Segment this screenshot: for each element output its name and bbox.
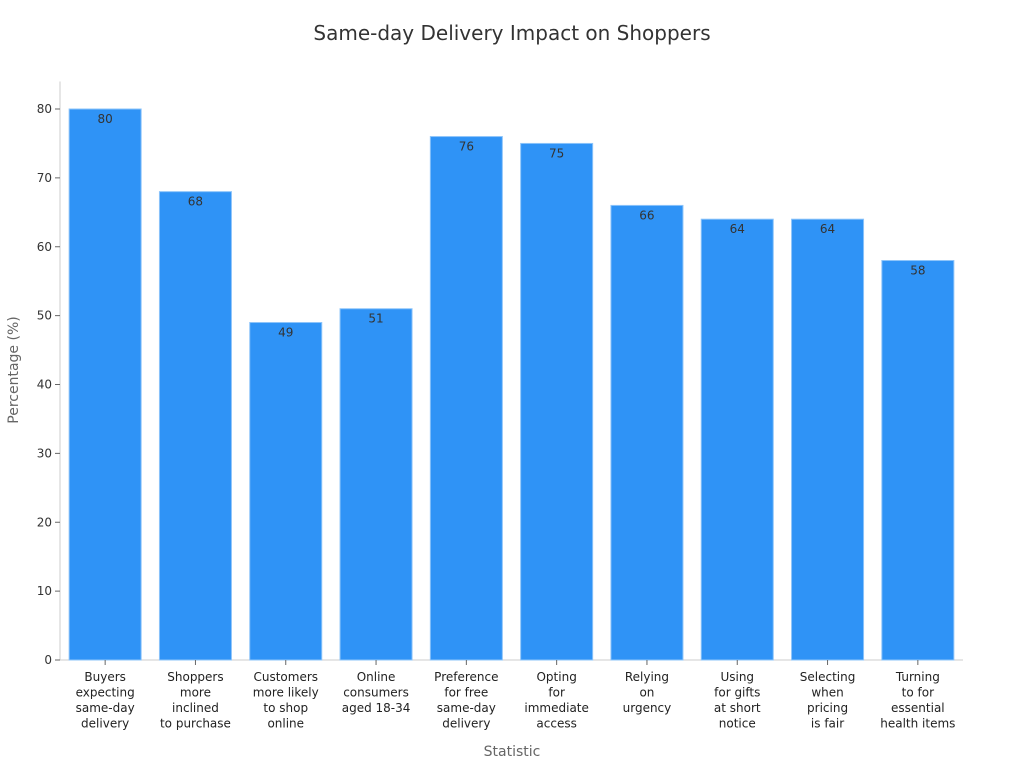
bar (249, 322, 323, 661)
data-label: 68 (188, 195, 203, 209)
data-label: 64 (820, 222, 835, 236)
data-label: 51 (368, 312, 383, 326)
bar (339, 308, 413, 661)
y-tick-label: 30 (37, 446, 52, 460)
x-tick-label: Using for gifts at short notice (714, 670, 761, 731)
y-tick-label: 10 (37, 584, 52, 598)
bar (429, 136, 503, 661)
x-tick-label: Customers more likely to shop online (253, 670, 319, 731)
bar (700, 218, 774, 661)
y-tick-label: 50 (37, 309, 52, 323)
y-tick-label: 60 (37, 240, 52, 254)
bar (881, 260, 955, 661)
x-tick-label: Opting for immediate access (524, 670, 589, 731)
data-label: 58 (910, 264, 925, 278)
bar (520, 142, 594, 661)
y-tick-label: 0 (44, 653, 52, 667)
bar (791, 218, 865, 661)
data-label: 80 (98, 112, 113, 126)
y-tick-label: 70 (37, 171, 52, 185)
x-tick-label: Relying on urgency (623, 670, 672, 715)
bar (158, 191, 232, 661)
bar (610, 204, 684, 661)
x-tick-label: Selecting when pricing is fair (800, 670, 856, 731)
x-tick-label: Online consumers aged 18-34 (342, 670, 411, 715)
data-label: 75 (549, 146, 564, 160)
y-tick-label: 40 (37, 378, 52, 392)
y-axis-label: Percentage (%) (6, 316, 22, 423)
data-label: 76 (459, 140, 474, 154)
x-tick-label: Buyers expecting same-day delivery (76, 670, 135, 731)
y-tick-label: 80 (37, 102, 52, 116)
x-tick-label: Shoppers more inclined to purchase (160, 670, 231, 731)
data-label: 49 (278, 326, 293, 340)
data-label: 66 (639, 208, 654, 222)
x-tick-label: Turning to for essential health items (880, 670, 955, 731)
bar (68, 108, 142, 661)
x-tick-label: Preference for free same-day delivery (434, 670, 498, 731)
y-tick-label: 20 (37, 515, 52, 529)
x-axis-label: Statistic (484, 744, 541, 760)
data-label: 64 (730, 222, 745, 236)
chart-title: Same-day Delivery Impact on Shoppers (313, 21, 710, 45)
